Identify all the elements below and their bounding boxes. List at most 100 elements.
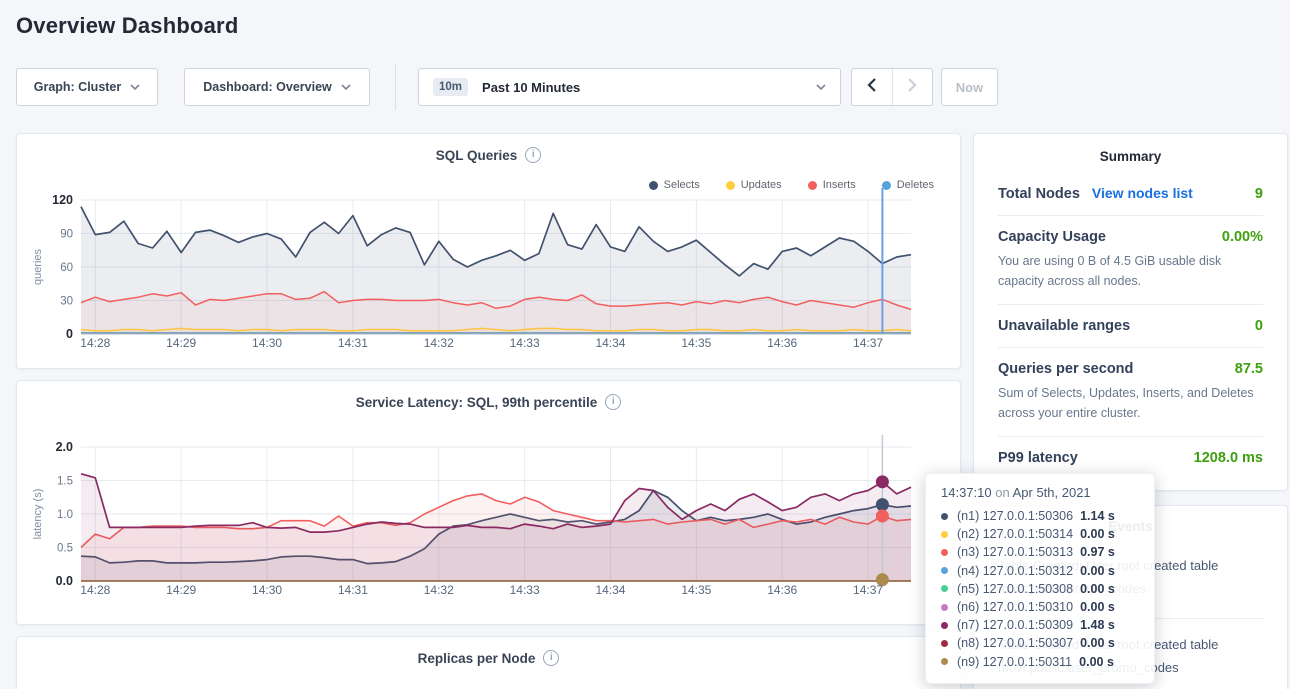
svg-text:0.5: 0.5 (57, 543, 73, 555)
node-color-dot-icon (941, 622, 948, 629)
tooltip-node-value: 1.14 s (1080, 509, 1115, 523)
svg-text:14:31: 14:31 (338, 583, 368, 597)
svg-text:0: 0 (66, 327, 73, 341)
node-color-dot-icon (941, 513, 948, 520)
svg-text:latency (s): latency (s) (32, 489, 44, 540)
svg-text:14:29: 14:29 (166, 583, 196, 597)
view-nodes-list-link[interactable]: View nodes list (1092, 185, 1193, 201)
summary-label: Total Nodes (998, 186, 1080, 202)
tooltip-node-row: (n1) 127.0.0.1:50306 1.14 s (941, 507, 1139, 525)
service-latency-card: Service Latency: SQL, 99th percentile i … (16, 380, 961, 625)
now-button[interactable]: Now (941, 68, 998, 106)
replicas-per-node-title: Replicas per Node (418, 651, 536, 666)
summary-panel-title: Summary (998, 149, 1263, 164)
time-back-button[interactable] (852, 69, 892, 105)
tooltip-timestamp: 14:37:10 on Apr 5th, 2021 (941, 485, 1139, 500)
svg-text:14:34: 14:34 (595, 583, 625, 597)
tooltip-node-value: 0.00 s (1080, 600, 1115, 614)
svg-text:14:35: 14:35 (681, 583, 711, 597)
summary-row: Total Nodes View nodes list 9 (998, 172, 1263, 216)
node-color-dot-icon (941, 585, 948, 592)
summary-panel: Summary Total Nodes View nodes list 9 Capac… (973, 133, 1288, 491)
tooltip-node-value: 1.48 s (1080, 618, 1115, 632)
svg-text:14:33: 14:33 (510, 336, 540, 350)
tooltip-node-address: (n7) 127.0.0.1:50309 (957, 618, 1073, 632)
summary-label: Queries per second (998, 361, 1133, 377)
summary-value: 1208.0 ms (1194, 450, 1263, 466)
node-color-dot-icon (941, 549, 948, 556)
summary-rows: Total Nodes View nodes list 9 Capacity Usag… (998, 172, 1263, 479)
tooltip-node-address: (n3) 127.0.0.1:50313 (957, 545, 1073, 559)
tooltip-node-address: (n2) 127.0.0.1:50314 (957, 527, 1073, 541)
summary-value: 9 (1255, 186, 1263, 202)
tooltip-node-row: (n9) 127.0.0.1:50311 0.00 s (941, 653, 1139, 671)
summary-row: Capacity Usage0.00%You are using 0 B of … (998, 216, 1263, 305)
svg-text:14:36: 14:36 (767, 336, 797, 350)
tooltip-node-address: (n6) 127.0.0.1:50310 (957, 600, 1073, 614)
svg-text:14:32: 14:32 (424, 336, 454, 350)
node-color-dot-icon (941, 604, 948, 611)
svg-text:14:29: 14:29 (166, 336, 196, 350)
summary-value: 0.00% (1222, 229, 1263, 245)
node-color-dot-icon (941, 567, 948, 574)
svg-text:90: 90 (60, 229, 73, 241)
svg-text:14:33: 14:33 (510, 583, 540, 597)
node-color-dot-icon (941, 640, 948, 647)
summary-description: You are using 0 B of 4.5 GiB usable disk… (998, 251, 1263, 291)
svg-text:14:30: 14:30 (252, 583, 282, 597)
tooltip-node-address: (n5) 127.0.0.1:50308 (957, 582, 1073, 596)
toolbar-divider (395, 64, 396, 110)
tooltip-node-row: (n4) 127.0.0.1:50312 0.00 s (941, 562, 1139, 580)
tooltip-node-address: (n8) 127.0.0.1:50307 (957, 636, 1073, 650)
tooltip-rows: (n1) 127.0.0.1:50306 1.14 s (n2) 127.0.0.1… (941, 507, 1139, 671)
tooltip-node-value: 0.00 s (1080, 527, 1115, 541)
summary-label: Unavailable ranges (998, 318, 1130, 334)
svg-text:14:37: 14:37 (853, 336, 883, 350)
svg-text:30: 30 (60, 296, 73, 308)
svg-text:14:28: 14:28 (80, 336, 110, 350)
svg-text:14:35: 14:35 (681, 336, 711, 350)
tooltip-node-value: 0.00 s (1080, 564, 1115, 578)
page-title: Overview Dashboard (16, 13, 238, 39)
svg-text:14:28: 14:28 (80, 583, 110, 597)
chevron-down-icon (816, 84, 826, 90)
time-range-dropdown[interactable]: 10m Past 10 Minutes (418, 68, 841, 106)
chevron-down-icon (130, 84, 140, 90)
svg-text:0.0: 0.0 (56, 574, 73, 588)
info-icon[interactable]: i (543, 650, 559, 666)
svg-text:14:36: 14:36 (767, 583, 797, 597)
tooltip-node-row: (n8) 127.0.0.1:50307 0.00 s (941, 634, 1139, 652)
summary-value: 87.5 (1235, 361, 1263, 377)
sql-queries-chart[interactable]: 030609012014:2814:2914:3014:3114:3214:33… (17, 134, 960, 368)
svg-text:queries: queries (32, 248, 44, 285)
now-button-label: Now (956, 80, 983, 95)
tooltip-node-address: (n1) 127.0.0.1:50306 (957, 509, 1073, 523)
graph-dropdown[interactable]: Graph: Cluster (16, 68, 158, 106)
chevron-right-icon (907, 77, 917, 98)
tooltip-node-address: (n9) 127.0.0.1:50311 (957, 655, 1072, 669)
tooltip-node-row: (n7) 127.0.0.1:50309 1.48 s (941, 616, 1139, 634)
time-step-buttons (851, 68, 933, 106)
tooltip-node-address: (n4) 127.0.0.1:50312 (957, 564, 1073, 578)
time-forward-button[interactable] (892, 69, 933, 105)
node-color-dot-icon (941, 658, 948, 665)
svg-text:14:34: 14:34 (595, 336, 625, 350)
chevron-down-icon (341, 84, 351, 90)
svg-text:1.0: 1.0 (57, 509, 73, 521)
time-range-label: Past 10 Minutes (482, 80, 580, 95)
tooltip-node-value: 0.00 s (1080, 636, 1115, 650)
service-latency-chart[interactable]: 0.00.51.01.52.014:2814:2914:3014:3114:32… (17, 381, 960, 624)
svg-text:1.5: 1.5 (57, 476, 73, 488)
tooltip-node-row: (n2) 127.0.0.1:50314 0.00 s (941, 525, 1139, 543)
node-color-dot-icon (941, 531, 948, 538)
summary-value: 0 (1255, 318, 1263, 334)
tooltip-node-value: 0.00 s (1080, 582, 1115, 596)
tooltip-node-row: (n3) 127.0.0.1:503130.97 s (941, 543, 1139, 561)
svg-text:14:30: 14:30 (252, 336, 282, 350)
summary-description: Sum of Selects, Updates, Inserts, and De… (998, 383, 1263, 423)
chart-hover-tooltip: 14:37:10 on Apr 5th, 2021 (n1) 127.0.0.1… (925, 473, 1155, 684)
tooltip-node-value: 0.00 s (1079, 655, 1114, 669)
svg-text:14:37: 14:37 (853, 583, 883, 597)
dashboard-dropdown[interactable]: Dashboard: Overview (184, 68, 370, 106)
tooltip-node-row: (n5) 127.0.0.1:50308 0.00 s (941, 580, 1139, 598)
